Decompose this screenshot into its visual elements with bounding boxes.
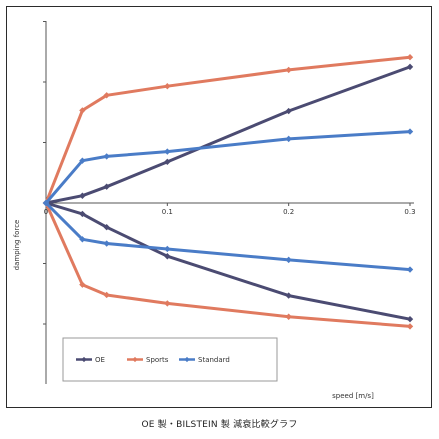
x-tick-label: 0.1: [162, 208, 173, 216]
x-tick-labels: 0 0.1 0.2 0.3: [44, 203, 416, 216]
data-point-oe: [103, 183, 110, 190]
x-tick-label: 0.3: [404, 208, 415, 216]
data-point-standard: [164, 245, 171, 253]
chart-caption: OE 製・BILSTEIN 製 減衰比較グラフ: [141, 420, 298, 430]
series-line-oe-rebound: [44, 65, 412, 205]
data-point-oe: [164, 253, 171, 260]
data-point-sports: [406, 53, 414, 61]
data-point-standard: [406, 266, 414, 273]
data-point-sports: [406, 323, 414, 330]
x-tick-label: 0.2: [283, 208, 294, 216]
data-point-standard: [103, 153, 110, 160]
data-point-sports: [79, 107, 86, 114]
data-point-standard: [406, 128, 414, 135]
series-line-standard-compression: [44, 201, 412, 272]
series-line-sports-rebound: [44, 55, 412, 205]
data-point-oe: [285, 292, 292, 299]
data-point-standard: [164, 148, 171, 155]
data-point-sports: [103, 291, 110, 299]
data-point-sports: [103, 92, 110, 99]
legend-items: OE Sports Standard: [76, 356, 230, 364]
data-point-oe: [406, 315, 414, 323]
damping-chart: 0 0.1 0.2 0.3 damping force speed [m/s] OE S…: [13, 21, 416, 400]
data-point-standard: [103, 240, 110, 247]
data-point-oe: [406, 63, 414, 71]
data-point-oe: [79, 192, 86, 199]
legend: OE Sports Standard: [62, 337, 278, 382]
data-point-standard: [42, 199, 50, 207]
legend-label-standard: Standard: [198, 356, 230, 364]
data-point-sports: [164, 83, 171, 90]
legend-box: [62, 337, 278, 382]
data-point-oe: [103, 224, 110, 231]
series-line-sports-compression: [44, 201, 412, 328]
legend-label-oe: OE: [95, 356, 105, 364]
data-point-oe: [79, 210, 86, 218]
chart-frame: 0 0.1 0.2 0.3 damping force speed [m/s] OE S…: [6, 6, 432, 408]
legend-marker-sports: [132, 356, 138, 363]
data-point-oe: [285, 107, 292, 115]
data-point-standard: [285, 256, 292, 264]
legend-marker-oe: [81, 356, 87, 363]
data-point-sports: [79, 281, 86, 288]
legend-marker-standard: [184, 356, 190, 363]
data-point-sports: [285, 66, 292, 74]
series-layer: [42, 53, 414, 330]
data-point-sports: [285, 313, 292, 320]
series-line-standard-rebound: [44, 130, 412, 205]
data-point-standard: [79, 236, 86, 243]
x-tick-label: 0: [44, 208, 48, 216]
series-line-oe-compression: [44, 201, 412, 321]
y-axis-label: damping force: [13, 220, 21, 271]
data-point-sports: [164, 300, 171, 307]
data-point-standard: [285, 135, 292, 143]
data-point-oe: [164, 158, 171, 166]
data-point-standard: [79, 157, 86, 164]
y-tick-marks: [43, 21, 46, 325]
legend-label-sports: Sports: [146, 356, 169, 364]
x-axis-label: speed [m/s]: [332, 392, 374, 400]
